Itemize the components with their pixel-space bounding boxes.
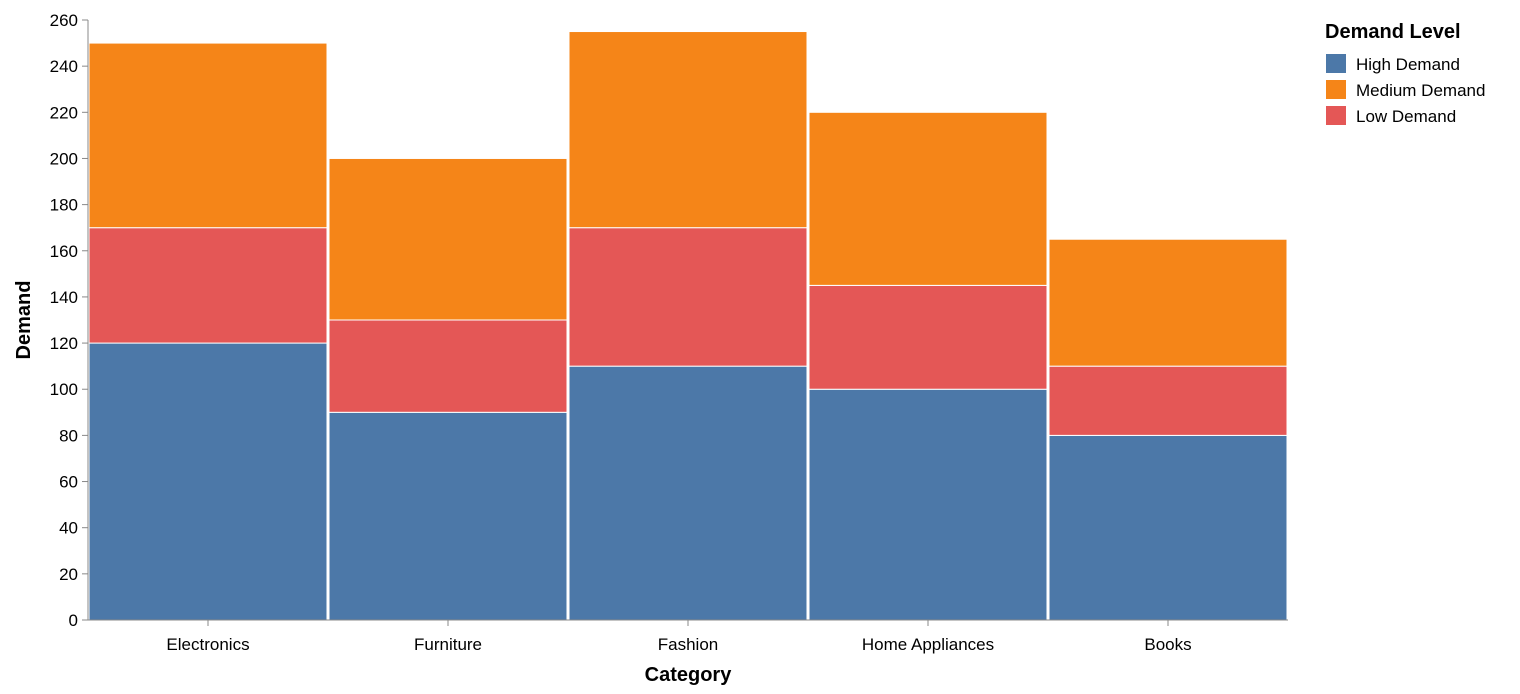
y-tick-label: 60 bbox=[59, 473, 78, 492]
y-tick-label: 260 bbox=[50, 11, 78, 30]
legend-label-medium-demand: Medium Demand bbox=[1356, 81, 1485, 100]
y-tick-label: 200 bbox=[50, 149, 78, 168]
bars-layer bbox=[88, 31, 1288, 621]
y-tick-label: 180 bbox=[50, 196, 78, 215]
x-tick-label: Electronics bbox=[166, 635, 249, 654]
y-tick-label: 140 bbox=[50, 288, 78, 307]
legend-swatch-medium-demand bbox=[1326, 80, 1346, 99]
bar-home-appliances-high-demand bbox=[808, 388, 1048, 621]
x-tick-label: Books bbox=[1144, 635, 1191, 654]
y-tick-label: 160 bbox=[50, 242, 78, 261]
bar-books-low-demand bbox=[1048, 365, 1288, 436]
legend-title: Demand Level bbox=[1325, 21, 1461, 43]
bar-fashion-high-demand bbox=[568, 365, 808, 621]
x-tick-label: Furniture bbox=[414, 635, 482, 654]
x-axis-title: Category bbox=[645, 664, 733, 686]
y-tick-label: 20 bbox=[59, 565, 78, 584]
bar-home-appliances-low-demand bbox=[808, 284, 1048, 390]
bar-electronics-medium-demand bbox=[88, 42, 328, 229]
x-tick-label: Home Appliances bbox=[862, 635, 994, 654]
y-tick-label: 240 bbox=[50, 57, 78, 76]
y-tick-label: 0 bbox=[69, 611, 78, 630]
legend-swatch-high-demand bbox=[1326, 54, 1346, 73]
bar-furniture-high-demand bbox=[328, 411, 568, 621]
y-tick-label: 120 bbox=[50, 334, 78, 353]
legend-label-high-demand: High Demand bbox=[1356, 55, 1460, 74]
bar-books-medium-demand bbox=[1048, 238, 1288, 367]
y-tick-label: 100 bbox=[50, 380, 78, 399]
bar-fashion-low-demand bbox=[568, 227, 808, 367]
bar-fashion-medium-demand bbox=[568, 31, 808, 229]
y-tick-label: 80 bbox=[59, 426, 78, 445]
bar-home-appliances-medium-demand bbox=[808, 111, 1048, 286]
bar-furniture-medium-demand bbox=[328, 157, 568, 321]
bar-furniture-low-demand bbox=[328, 319, 568, 413]
bar-books-high-demand bbox=[1048, 434, 1288, 621]
x-axis: Electronics Furniture Fashion Home Applianc… bbox=[88, 619, 1288, 654]
legend: Demand Level High Demand Medium Demand Low… bbox=[1325, 21, 1485, 126]
legend-swatch-low-demand bbox=[1326, 106, 1346, 125]
bar-electronics-high-demand bbox=[88, 342, 328, 621]
y-tick-label: 40 bbox=[59, 519, 78, 538]
y-tick-label: 220 bbox=[50, 103, 78, 122]
y-axis: 0 20 40 60 80 100 120 140 160 180 200 220 240 260 bbox=[50, 11, 89, 630]
y-axis-title: Demand bbox=[13, 281, 35, 360]
legend-label-low-demand: Low Demand bbox=[1356, 107, 1456, 126]
x-tick-label: Fashion bbox=[658, 635, 718, 654]
bar-electronics-low-demand bbox=[88, 227, 328, 344]
